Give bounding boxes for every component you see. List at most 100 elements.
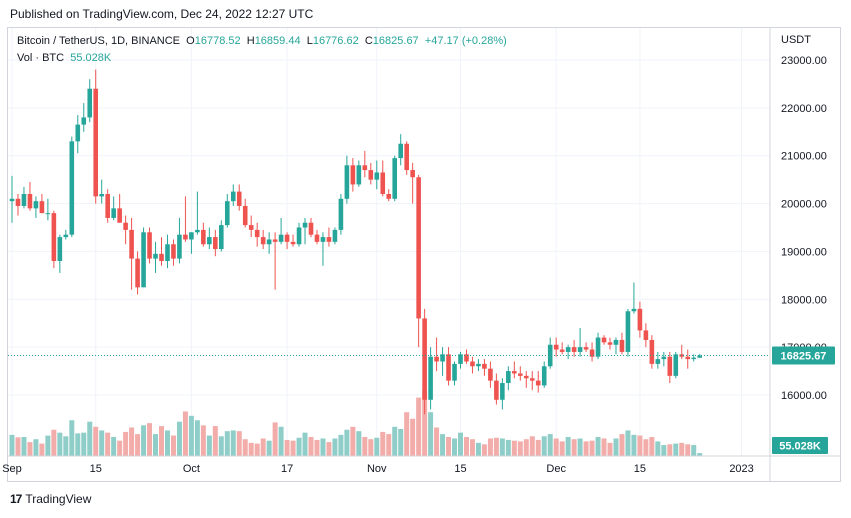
time-tick-label: 17 <box>281 463 293 475</box>
volume-bar <box>583 441 589 456</box>
candle-down <box>386 194 392 199</box>
volume-bar <box>440 434 446 456</box>
candle-down <box>284 234 290 242</box>
volume-bar <box>81 432 87 456</box>
candle-down <box>254 229 260 238</box>
volume-bar <box>577 438 583 456</box>
candle-down <box>482 363 487 369</box>
time-tick-label: 2023 <box>729 463 753 475</box>
volume-bar <box>458 432 463 456</box>
volume-bar <box>691 445 697 456</box>
volume-bar <box>463 437 469 456</box>
volume-bar <box>338 434 344 456</box>
candle-down <box>523 375 529 379</box>
volume-bar <box>236 431 242 456</box>
volume-bar <box>475 442 481 456</box>
candle-down <box>147 232 152 259</box>
volume-bar <box>661 445 667 456</box>
price-tick-label: 22000.00 <box>781 103 827 115</box>
volume-bar <box>51 429 57 456</box>
volume-bar <box>153 434 159 456</box>
candle-up <box>541 366 547 386</box>
time-axis: Sep 15 Oct 17 Nov 15 Dec 15 2023 <box>2 455 840 475</box>
high-label: H <box>246 35 255 47</box>
candle-down <box>667 356 673 376</box>
volume-bar <box>697 453 703 456</box>
candle-down <box>518 373 523 376</box>
candle-up <box>165 244 170 261</box>
candle-up <box>440 354 445 362</box>
candle-down <box>494 380 499 400</box>
volume-bar <box>206 435 212 456</box>
volume-bar <box>398 428 404 456</box>
volume-bar <box>272 422 278 456</box>
volume-bar <box>667 444 673 456</box>
time-tick-label: Oct <box>183 463 200 475</box>
high-value: 16859.44 <box>254 35 301 47</box>
candle-down <box>135 258 140 288</box>
volume-bar <box>135 434 141 456</box>
volume-bar <box>673 443 679 456</box>
volume-bar <box>487 438 493 456</box>
candle-down <box>380 172 386 194</box>
volume-bar <box>362 437 368 456</box>
volume-bar <box>589 440 595 456</box>
candle-up <box>613 339 619 345</box>
candle-down <box>326 237 332 242</box>
volume-bar <box>649 437 655 456</box>
volume-bars <box>9 390 703 456</box>
symbol-title: Bitcoin / TetherUS, 1D, BINANCE <box>17 35 181 47</box>
volume-bar <box>242 439 248 456</box>
candle-down <box>213 237 218 250</box>
candle-up <box>458 354 463 364</box>
candle-up <box>547 344 553 367</box>
price-tick-label: 23000.00 <box>781 55 827 67</box>
close-label: C <box>364 35 373 47</box>
volume-bar <box>296 437 302 456</box>
published-line: Published on TradingView.com, Dec 24, 20… <box>10 7 314 21</box>
candle-up <box>338 198 344 230</box>
candle-up <box>266 239 272 245</box>
volume-bar <box>170 435 176 456</box>
volume-bar <box>302 432 308 456</box>
candle-up <box>75 124 81 142</box>
volume-bar <box>452 438 458 456</box>
candle-down <box>260 237 266 245</box>
candle-down <box>583 347 589 350</box>
footer-brand[interactable]: 17 TradingView <box>10 492 91 506</box>
volume-bar <box>182 411 188 456</box>
volume-bar <box>176 421 182 456</box>
candle-up <box>81 117 87 125</box>
candle-up <box>655 359 661 364</box>
time-tick-label: 15 <box>90 463 102 475</box>
volume-bar <box>505 439 511 456</box>
time-tick-label: Dec <box>546 463 566 475</box>
volume-bar <box>595 437 601 456</box>
volume-bar <box>141 425 147 456</box>
candle-up <box>195 229 200 233</box>
volume-bar <box>69 420 75 456</box>
candle-down <box>308 222 314 235</box>
low-label: L <box>306 35 313 47</box>
volume-bar <box>284 439 290 456</box>
candle-down <box>464 354 469 362</box>
volume-bar <box>601 438 607 456</box>
candle-down <box>535 380 541 386</box>
price-tick-label: 16000.00 <box>781 390 827 402</box>
candle-down <box>607 342 613 345</box>
volume-bar <box>212 426 218 456</box>
volume-bar <box>39 443 45 456</box>
candle-up <box>661 356 667 360</box>
candle-down <box>242 205 248 226</box>
volume-bar <box>63 436 69 456</box>
symbol-legend: Bitcoin / TetherUS, 1D, BINANCE O16778.5… <box>17 35 507 47</box>
volume-bar <box>27 442 33 456</box>
volume-bar <box>266 440 272 456</box>
volume-bar <box>164 430 170 456</box>
volume-bar <box>643 439 649 456</box>
chart-frame[interactable] <box>7 27 841 482</box>
volume-bar <box>326 442 332 456</box>
volume-bar <box>224 431 230 456</box>
volume-bar <box>493 437 499 456</box>
